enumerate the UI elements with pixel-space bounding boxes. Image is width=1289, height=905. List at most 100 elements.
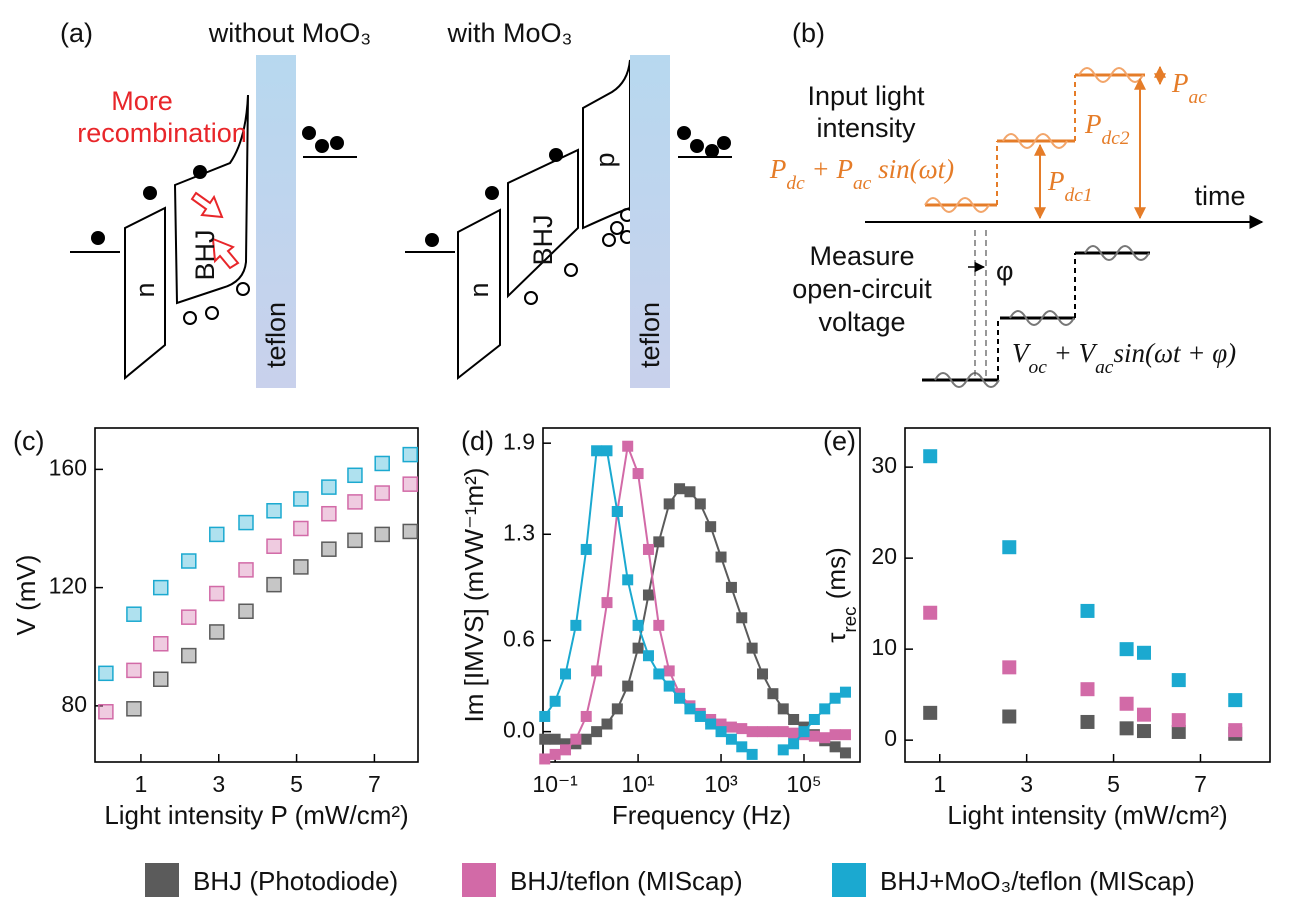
data-point <box>549 748 561 760</box>
data-point <box>153 636 169 652</box>
legend-swatch <box>462 863 496 897</box>
electron <box>425 233 439 247</box>
subscript: ac <box>1189 87 1208 108</box>
data-point <box>580 543 592 555</box>
hole <box>236 282 250 296</box>
data-point <box>293 491 309 507</box>
subscript: rec <box>839 606 860 632</box>
data-point <box>1080 682 1095 697</box>
x-tick-label: 3 <box>1020 771 1033 797</box>
recombination-arrow <box>190 191 224 219</box>
data-point <box>374 485 390 501</box>
data-point <box>725 721 737 733</box>
data-point <box>402 476 418 492</box>
y-tick-label: 0.0 <box>503 717 535 743</box>
diagram-title: with MoO₃ <box>446 18 572 48</box>
step-edge <box>997 253 1076 380</box>
data-point <box>829 741 841 753</box>
data-point <box>808 713 820 725</box>
data-point <box>777 703 789 715</box>
data-point <box>570 619 582 631</box>
data-point <box>611 506 623 517</box>
phase-label: φ <box>996 256 1014 286</box>
y-tick-label: 160 <box>49 454 87 480</box>
band-diagram-left <box>70 94 357 381</box>
legend-swatch <box>832 863 866 897</box>
electron <box>143 186 157 200</box>
x-tick-label: 10⁵ <box>786 771 821 797</box>
plot-frame <box>542 427 861 763</box>
data-point <box>839 729 851 741</box>
x-tick-label: 1 <box>135 771 148 797</box>
n-layer <box>457 208 501 381</box>
data-point <box>777 744 789 756</box>
plot-frame <box>94 427 419 763</box>
data-point <box>402 446 418 463</box>
wave <box>934 245 1150 388</box>
subscript: dc <box>786 173 805 194</box>
electron <box>677 126 691 140</box>
x-tick-label: 10⁻¹ <box>532 771 578 797</box>
electron <box>302 126 316 140</box>
electron <box>717 136 731 150</box>
data-point <box>684 703 696 715</box>
text-run: P <box>1047 166 1065 196</box>
data-point <box>684 486 696 498</box>
data-point <box>622 440 634 452</box>
data-point <box>829 692 841 704</box>
data-point <box>819 732 831 744</box>
subscript: oc <box>1029 357 1048 378</box>
data-point <box>674 692 686 704</box>
teflon-layer <box>630 55 670 388</box>
data-point <box>736 741 748 753</box>
layer-label: p <box>590 152 620 167</box>
diagram-label: voltage <box>818 307 905 337</box>
y-tick-label: 0 <box>884 725 897 751</box>
data-point <box>788 738 800 750</box>
data-point <box>181 553 197 569</box>
data-point <box>402 523 418 540</box>
data-point <box>653 668 665 680</box>
electron <box>485 186 499 200</box>
data-point <box>839 747 851 759</box>
x-axis-label: Light intensity (mW/cm²) <box>947 800 1227 830</box>
diagram-label: Input light <box>807 81 925 111</box>
data-point <box>591 665 603 677</box>
data-point <box>663 498 675 510</box>
data-point <box>674 483 686 495</box>
data-point <box>238 562 254 578</box>
data-point <box>560 668 572 680</box>
data-point <box>98 704 114 720</box>
data-point <box>632 642 644 654</box>
data-point <box>126 701 142 717</box>
layer-label: n <box>464 282 494 297</box>
data-point <box>694 498 706 510</box>
data-point <box>715 718 727 730</box>
electrons <box>91 126 344 245</box>
data-point <box>1119 696 1134 711</box>
legend-label: BHJ/teflon (MIScap) <box>510 866 743 896</box>
layer-label: teflon <box>635 302 665 368</box>
formula: Voc + Vacsin(ωt + φ) <box>1012 338 1236 378</box>
electron <box>549 148 563 162</box>
data-point <box>266 576 282 593</box>
data-point <box>663 665 675 677</box>
data-point <box>591 726 603 738</box>
data-point <box>923 705 938 720</box>
panel-label: (b) <box>792 18 825 48</box>
data-point <box>622 574 634 586</box>
data-point <box>539 753 551 765</box>
data-point <box>642 650 654 662</box>
data-point <box>923 605 938 620</box>
data-point <box>788 713 800 725</box>
recombination-arrow <box>211 237 240 270</box>
data-point <box>923 449 938 464</box>
hole <box>524 291 538 305</box>
data-point <box>580 733 592 745</box>
text-run: P <box>1171 68 1189 98</box>
data-point <box>560 744 572 756</box>
panel-label: (d) <box>461 426 494 456</box>
text-run: + V <box>1047 338 1099 368</box>
data-point <box>663 680 675 692</box>
